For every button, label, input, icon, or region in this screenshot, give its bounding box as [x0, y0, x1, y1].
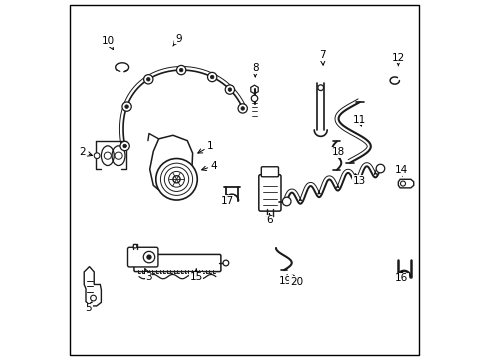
Circle shape: [375, 164, 384, 173]
Text: 15: 15: [189, 269, 203, 282]
Circle shape: [168, 171, 184, 187]
Text: 18: 18: [331, 147, 344, 158]
Circle shape: [124, 105, 128, 108]
Circle shape: [282, 197, 290, 206]
FancyBboxPatch shape: [127, 247, 158, 267]
FancyBboxPatch shape: [258, 175, 281, 211]
Circle shape: [143, 75, 153, 84]
Circle shape: [122, 144, 126, 148]
Circle shape: [400, 181, 405, 186]
Circle shape: [120, 141, 129, 151]
FancyBboxPatch shape: [261, 167, 278, 177]
Circle shape: [160, 163, 192, 195]
Circle shape: [290, 275, 294, 279]
Circle shape: [122, 102, 131, 111]
Circle shape: [251, 95, 257, 102]
Circle shape: [238, 104, 247, 113]
Text: 10: 10: [102, 36, 115, 50]
Circle shape: [210, 75, 214, 79]
Text: 14: 14: [394, 165, 407, 176]
Text: 3: 3: [144, 269, 152, 282]
Text: 9: 9: [172, 34, 181, 46]
Circle shape: [115, 152, 122, 159]
Text: 5: 5: [85, 302, 92, 313]
Circle shape: [94, 153, 100, 158]
Text: 12: 12: [391, 53, 404, 66]
Circle shape: [223, 260, 228, 266]
Circle shape: [179, 68, 183, 72]
Circle shape: [133, 244, 137, 248]
FancyBboxPatch shape: [134, 255, 221, 271]
Circle shape: [143, 251, 154, 263]
Circle shape: [207, 72, 216, 82]
Text: 16: 16: [394, 271, 407, 283]
Text: 4: 4: [201, 161, 217, 171]
Circle shape: [146, 77, 150, 81]
Circle shape: [104, 152, 111, 159]
Text: 11: 11: [352, 115, 365, 126]
Circle shape: [241, 107, 244, 110]
Text: 1: 1: [197, 141, 213, 153]
Circle shape: [173, 176, 180, 183]
Circle shape: [225, 85, 234, 94]
Text: 13: 13: [352, 174, 365, 186]
Circle shape: [176, 66, 185, 75]
Text: 19: 19: [279, 275, 292, 286]
Circle shape: [164, 167, 188, 192]
Text: 8: 8: [251, 63, 258, 77]
Text: 7: 7: [319, 50, 325, 65]
Text: 20: 20: [289, 277, 303, 287]
Circle shape: [156, 158, 197, 200]
Circle shape: [227, 88, 231, 91]
Circle shape: [317, 85, 323, 91]
Circle shape: [90, 295, 96, 301]
Circle shape: [146, 255, 151, 259]
Text: 17: 17: [220, 195, 233, 206]
Text: 6: 6: [265, 214, 272, 225]
FancyBboxPatch shape: [70, 5, 418, 355]
Text: 2: 2: [80, 147, 92, 157]
